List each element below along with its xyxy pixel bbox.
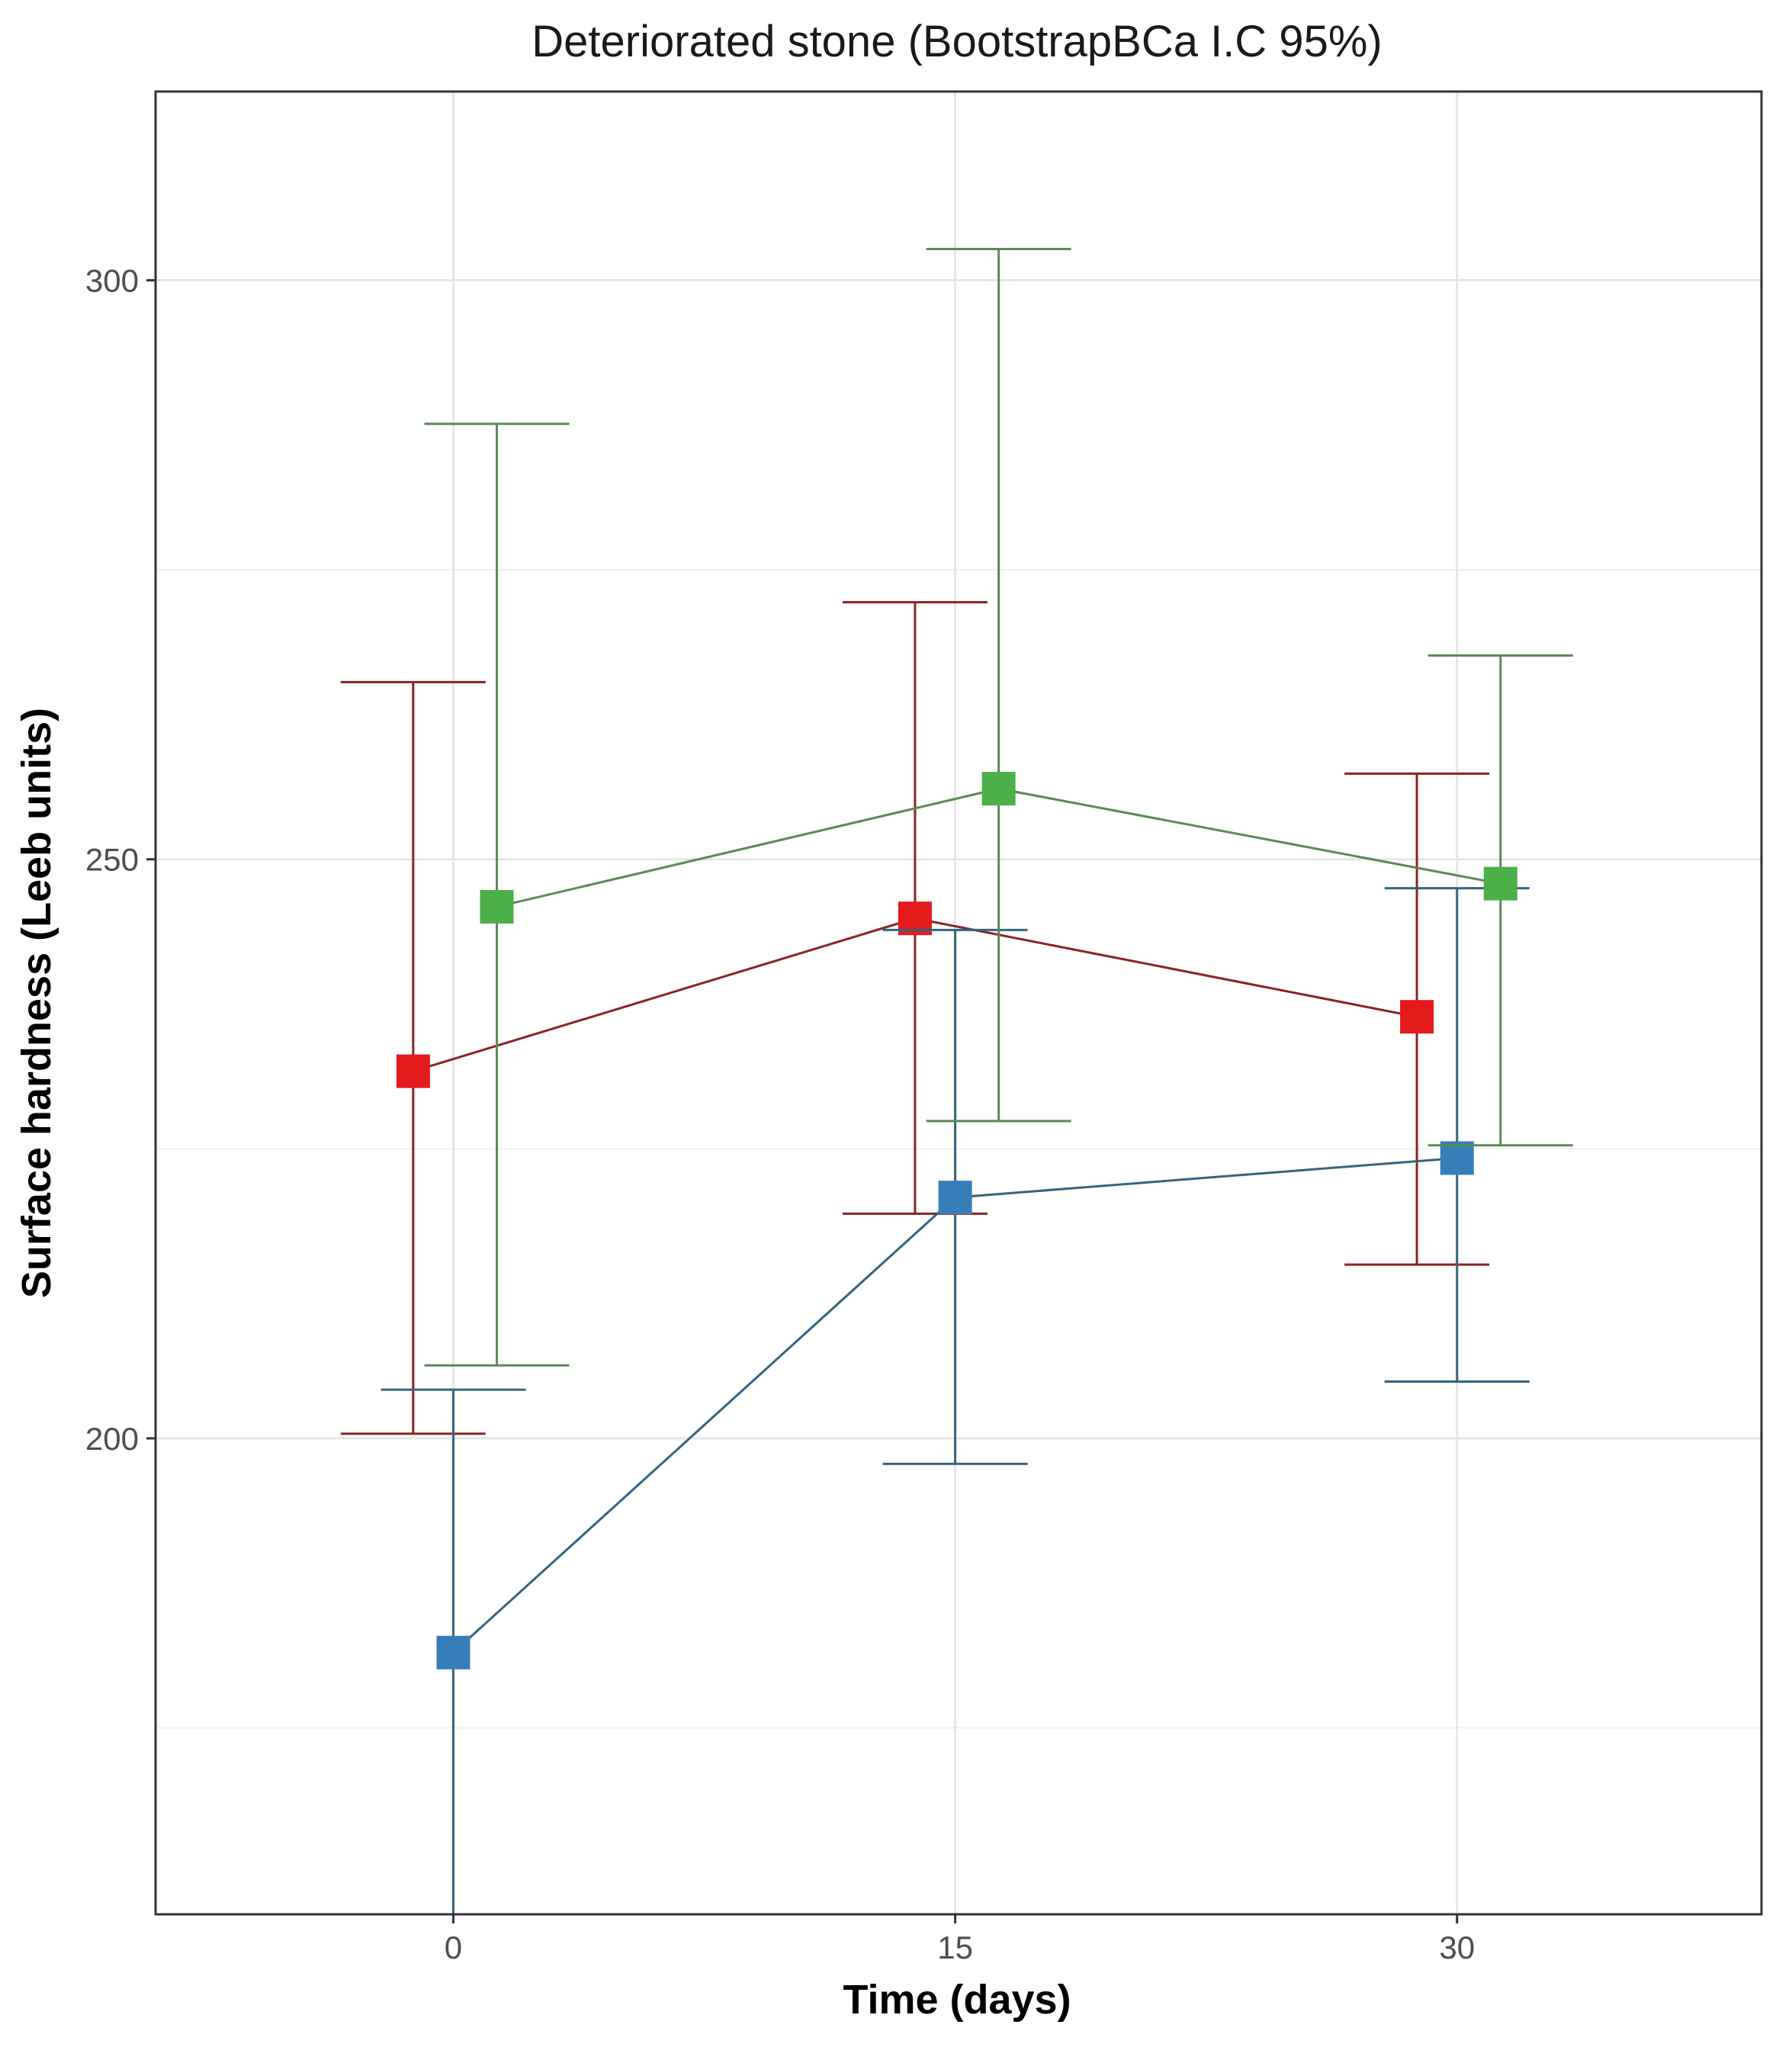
axis-ticks: 200 250 300 0 15 30 xyxy=(85,263,1475,1965)
y-tick-label: 250 xyxy=(85,842,139,878)
x-axis-title: Time (days) xyxy=(843,1977,1071,2023)
y-axis-title: Surface hardness (Leeb units) xyxy=(14,708,59,1298)
plot-frame xyxy=(154,90,1763,1916)
x-tick-label: 30 xyxy=(1439,1930,1475,1965)
series-4daf4a xyxy=(424,248,1573,1367)
data-point-marker xyxy=(981,772,1016,806)
y-tick-label: 300 xyxy=(85,263,139,299)
x-tick-label: 0 xyxy=(445,1930,462,1965)
data-point-marker xyxy=(1440,1141,1474,1175)
data-point-marker xyxy=(396,1054,430,1088)
data-point-marker xyxy=(480,889,514,924)
data-series xyxy=(340,248,1573,1916)
data-point-marker xyxy=(938,1181,972,1215)
data-point-marker xyxy=(436,1635,470,1669)
data-point-marker xyxy=(1400,1000,1434,1034)
chart-title: Deteriorated stone (BootstrapBCa I.C 95%… xyxy=(531,17,1382,66)
y-tick-label: 200 xyxy=(85,1421,139,1457)
x-tick-label: 15 xyxy=(937,1930,973,1965)
data-point-marker xyxy=(1483,866,1517,901)
